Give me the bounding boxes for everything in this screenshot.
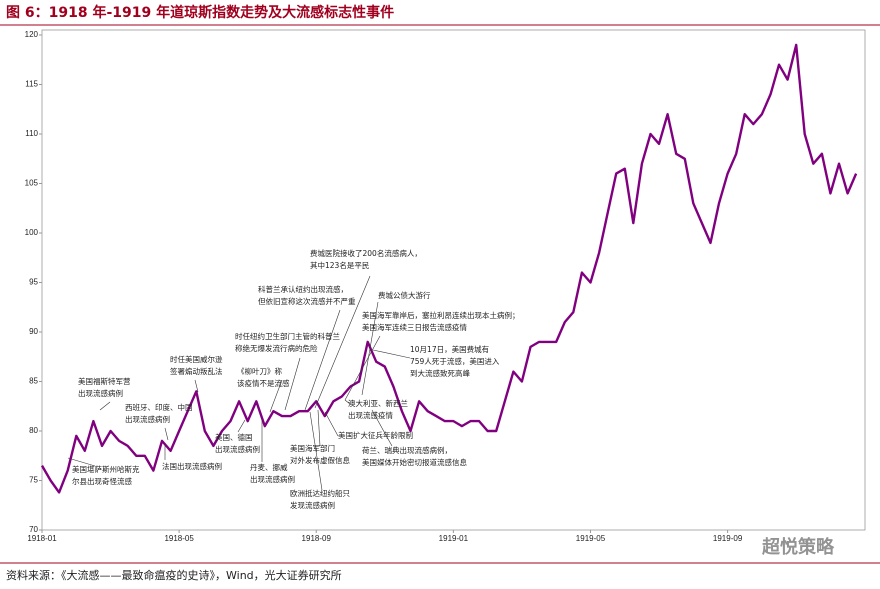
annotation-leader: [371, 409, 393, 447]
annotation: 西班牙、印度、中国出现流感病例: [125, 402, 193, 424]
x-tick-label: 1918-05: [164, 534, 194, 543]
annotation: 欧洲抵达纽约船只发现流感病例: [290, 488, 350, 510]
annotation: 澳大利亚、新西兰出现流感疫情: [348, 398, 408, 420]
annotation-line: 美国福斯特军营: [78, 376, 131, 386]
annotation: 10月17日，美国费城有 759人死于流感，美国进入到大流感致死高峰: [410, 344, 500, 378]
annotation-leader: [314, 275, 371, 409]
annotation: 费城医院接收了200名流感病人， 其中123名是平民: [310, 248, 422, 270]
annotation-leader: [309, 411, 323, 491]
annotation-line: 其中123名是平民: [310, 260, 369, 270]
annotation-line: 美国海军连续三日报告流感疫情: [362, 322, 467, 332]
annotation-line: 10月17日，美国费城有: [410, 344, 490, 354]
y-tick-label: 100: [25, 228, 39, 237]
annotation-line: 《柳叶刀》称: [237, 366, 282, 376]
annotation-leader: [344, 335, 381, 401]
annotation: 美国海军部门对外发布虚假信息: [290, 443, 350, 465]
y-tick-label: 95: [29, 278, 38, 287]
y-tick-label: 85: [29, 377, 38, 386]
annotation: 时任美国威尔逊签署煽动叛乱法: [170, 354, 223, 376]
annotation-leader: [164, 427, 169, 441]
annotation-line: 美国媒体开始密切报道流感信息: [362, 457, 467, 467]
chart-title: 图 6：1918 年-1919 年道琼斯指数走势及大流感标志性事件: [6, 4, 394, 21]
annotation: 美国堪萨斯州哈斯克尔县出现奇怪流感: [72, 464, 140, 486]
annotation-line: 出现流感病例: [125, 414, 170, 424]
y-tick-label: 90: [29, 327, 38, 336]
annotation-line: 但依旧宣称这次流感并不严重: [258, 296, 356, 306]
annotation-line: 丹麦、挪威: [250, 462, 288, 472]
y-tick-label: 115: [25, 80, 38, 89]
annotation-leader: [194, 379, 199, 393]
annotation: 费城公债大游行: [378, 290, 431, 300]
annotation-leader: [67, 457, 96, 467]
annotation-line: 到大流感致死高峰: [410, 368, 470, 378]
annotation-line: 时任纽约卫生部门主管的科普兰: [235, 331, 340, 341]
y-tick-label: 120: [25, 30, 39, 39]
annotation-line: 称绝无爆发流行病的危险: [235, 343, 318, 353]
x-tick-label: 1918-01: [27, 534, 57, 543]
annotation-line: 发现流感病例: [290, 500, 335, 510]
annotation-line: 美国扩大征兵年龄限制: [338, 430, 413, 440]
annotation-leader: [304, 309, 341, 411]
annotation-line: 西班牙、印度、中国: [125, 402, 193, 412]
annotation-line: 法国出现流感病例: [162, 461, 222, 471]
source-note: 资料来源：《大流感——最致命瘟疫的史诗》，Wind，光大证券研究所: [6, 568, 342, 582]
watermark: 超悦策略: [762, 536, 835, 558]
annotation-line: 美国、德国: [215, 432, 253, 442]
annotation-leader: [284, 357, 301, 411]
x-tick-label: 1919-09: [713, 534, 743, 543]
annotation-leader: [269, 379, 283, 413]
x-tick-label: 1919-01: [439, 534, 469, 543]
annotation-line: 出现流感病例: [78, 388, 123, 398]
annotation-leader: [344, 399, 351, 405]
x-tick-label: 1919-05: [576, 534, 606, 543]
annotation-line: 时任美国威尔逊: [170, 354, 223, 364]
annotation: 法国出现流感病例: [162, 461, 222, 471]
annotation-leader: [317, 409, 321, 447]
annotation-line: 出现流感病例: [215, 444, 260, 454]
annotation-line: 尔县出现奇怪流感: [72, 476, 132, 486]
annotation: 美国扩大征兵年龄限制: [338, 430, 413, 440]
annotation-leader: [324, 411, 339, 437]
annotation: 美国海军靠岸后，塞拉利昂连续出现本土病例； 美国海军连续三日报告流感疫情: [362, 310, 520, 332]
y-tick-label: 105: [25, 179, 39, 188]
x-tick-label: 1918-09: [302, 534, 332, 543]
annotation-line: 出现流感疫情: [348, 410, 393, 420]
annotation-leader: [237, 419, 246, 433]
annotation-line: 美国堪萨斯州哈斯克: [72, 464, 140, 474]
y-tick-label: 110: [25, 129, 38, 138]
annotation-line: 费城医院接收了200名流感病人，: [310, 248, 422, 258]
annotation-leader: [99, 401, 111, 411]
annotation: 美国、德国出现流感病例: [215, 432, 260, 454]
annotation-leader: [361, 301, 379, 396]
annotation: 荷兰、瑞典出现流感病例， 美国媒体开始密切报道流感信息: [362, 445, 467, 467]
annotation-line: 荷兰、瑞典出现流感病例，: [362, 445, 452, 455]
annotation-line: 对外发布虚假信息: [290, 455, 350, 465]
y-tick-label: 70: [29, 525, 38, 534]
annotation: 丹麦、挪威出现流感病例: [250, 462, 295, 484]
annotation: 时任纽约卫生部门主管的科普兰称绝无爆发流行病的危险: [235, 331, 340, 353]
y-tick-label: 80: [29, 426, 38, 435]
annotation: 科普兰承认纽约出现流感， 但依旧宣称这次流感并不严重: [258, 284, 356, 306]
annotation-line: 签署煽动叛乱法: [170, 366, 223, 376]
annotation-line: 费城公债大游行: [378, 290, 431, 300]
y-tick-label: 75: [29, 476, 38, 485]
annotation-line: 美国海军部门: [290, 443, 335, 453]
annotation-line: 出现流感病例: [250, 474, 295, 484]
annotation-line: 759人死于流感，美国进入: [410, 356, 500, 366]
annotation: 《柳叶刀》称该疫情不是流感: [237, 366, 290, 388]
annotation-line: 美国海军靠岸后，塞拉利昂连续出现本土病例；: [362, 310, 520, 320]
annotation-line: 欧洲抵达纽约船只: [290, 488, 350, 498]
annotation-line: 科普兰承认纽约出现流感，: [258, 284, 348, 294]
annotation: 美国福斯特军营出现流感病例: [78, 376, 131, 398]
data-line: [40, 43, 858, 494]
annotation-line: 该疫情不是流感: [237, 378, 290, 388]
plot-frame: [41, 29, 866, 531]
annotation-line: 澳大利亚、新西兰: [348, 398, 408, 408]
annotation-leader: [372, 349, 411, 359]
